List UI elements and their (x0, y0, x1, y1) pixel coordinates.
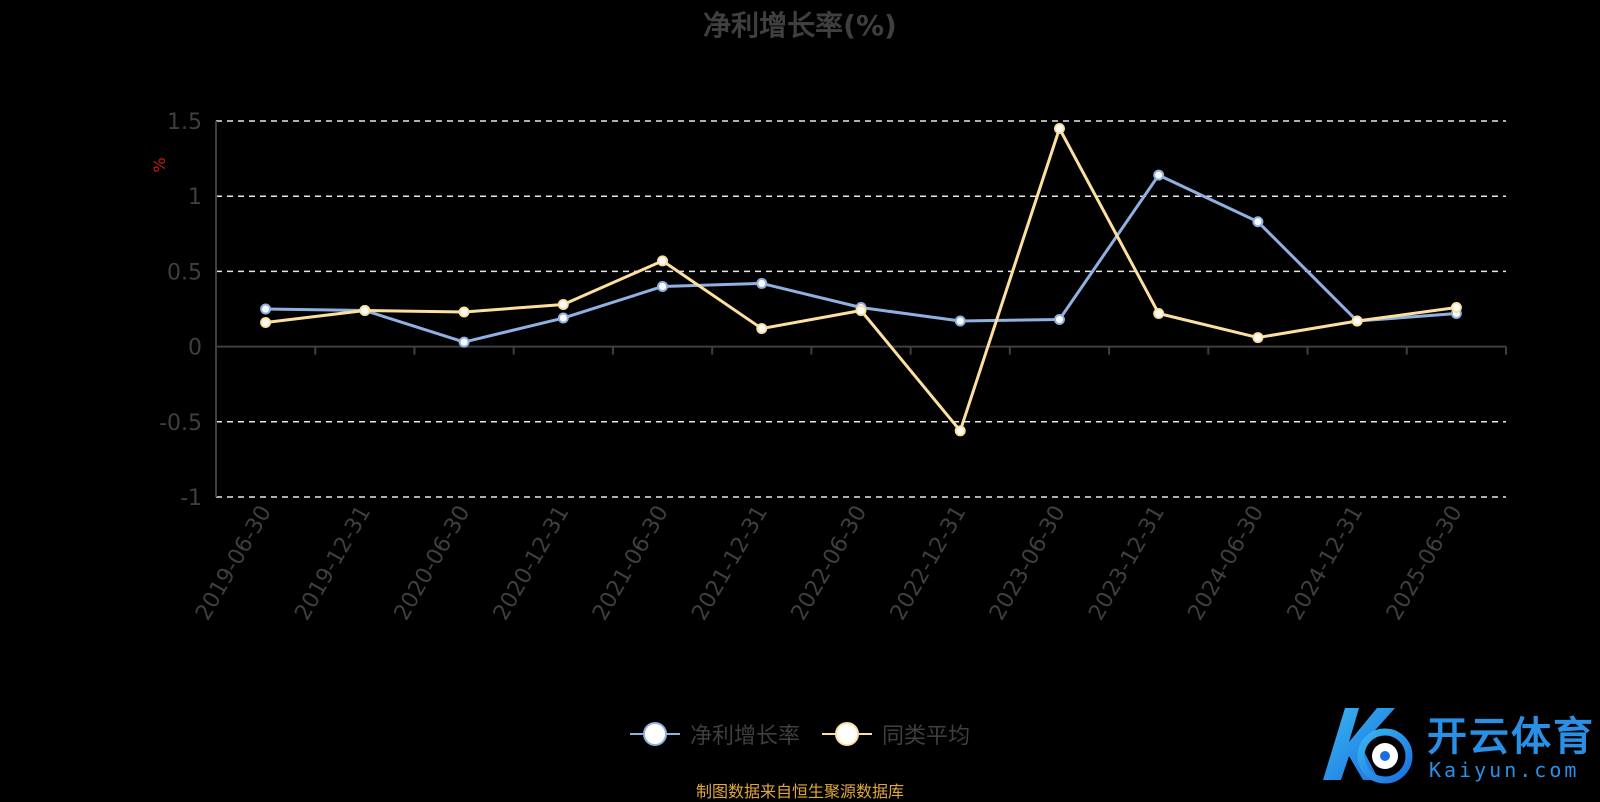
x-tick-label: 2023-06-30 (985, 502, 1071, 625)
data-point-series-2 (1252, 332, 1264, 344)
x-tick-label: 2020-12-31 (489, 502, 575, 625)
watermark-url: Kaiyun.com (1429, 758, 1580, 782)
data-point-series-2 (1351, 315, 1363, 327)
watermark-logo: 开云体育 Kaiyun.com (1315, 700, 1595, 792)
legend-item-series-1[interactable]: 净利增长率 (629, 718, 800, 750)
data-point-series-2 (458, 306, 470, 318)
data-point-series-2 (359, 305, 371, 317)
y-tick-label: 0 (188, 336, 202, 361)
grid-lines (216, 120, 1506, 498)
chart-title: 净利增长率(%) (703, 9, 897, 42)
data-point-series-2 (557, 298, 569, 310)
x-tick-label: 2024-12-31 (1283, 502, 1369, 625)
line-chart: 1.510.50-0.5-1%2019-06-30 2019-12-31 2020-… (150, 110, 1507, 625)
data-point-series-1 (1053, 314, 1065, 326)
legend-marker-series-1 (629, 721, 680, 747)
data-point-series-1 (954, 315, 966, 327)
x-tick-label: 2022-12-31 (886, 502, 972, 625)
data-point-series-1 (557, 312, 569, 324)
data-point-series-1 (458, 336, 470, 348)
series-line-2 (265, 127, 1457, 433)
data-point-series-2 (954, 425, 966, 437)
series-line-1 (265, 173, 1457, 344)
axes (215, 121, 1507, 497)
data-point-series-2 (756, 323, 768, 335)
legend-item-series-2[interactable]: 同类平均 (822, 718, 970, 750)
data-point-series-2 (1450, 301, 1462, 313)
tick-labels: 1.510.50-0.5-1%2019-06-30 2019-12-31 2020-… (150, 110, 1468, 625)
y-tick-label: 1.5 (167, 110, 202, 135)
legend-label-series-1: 净利增长率 (689, 724, 800, 749)
data-point-series-1 (1252, 216, 1264, 228)
legend: 净利增长率 同类平均 (0, 718, 1600, 750)
x-tick-label: 2020-06-30 (390, 502, 476, 625)
x-tick-label: 2021-12-31 (687, 502, 773, 625)
x-tick-label: 2022-06-30 (787, 502, 873, 625)
x-tick-label: 2019-06-30 (191, 502, 277, 625)
watermark-name: 开云体育 (1427, 714, 1595, 760)
legend-marker-series-2 (822, 721, 872, 747)
data-point-series-2 (1153, 308, 1165, 320)
y-axis-label: % (150, 157, 169, 172)
y-tick-label: -0.5 (159, 411, 202, 436)
x-tick-label: 2025-06-30 (1382, 502, 1468, 625)
y-tick-label: 1 (188, 185, 202, 210)
data-point-series-1 (1153, 169, 1165, 181)
y-tick-label: 0.5 (167, 260, 202, 285)
y-tick-label: -1 (180, 486, 202, 511)
data-point-series-2 (260, 317, 272, 329)
series-lines (260, 123, 1462, 437)
data-point-series-2 (855, 305, 867, 317)
data-point-series-1 (657, 280, 669, 292)
x-tick-label: 2023-12-31 (1084, 502, 1170, 625)
source-note: 制图数据来自恒生聚源数据库 (695, 782, 904, 801)
x-tick-label: 2024-06-30 (1184, 502, 1270, 625)
data-point-series-1 (756, 277, 768, 289)
x-tick-label: 2019-12-31 (290, 502, 376, 625)
data-point-series-2 (1053, 123, 1065, 135)
data-point-series-1 (260, 303, 272, 315)
legend-label-series-2: 同类平均 (882, 724, 971, 749)
x-tick-label: 2021-06-30 (588, 502, 674, 625)
kaiyun-logo-icon (1323, 708, 1413, 784)
data-point-series-2 (657, 255, 669, 267)
